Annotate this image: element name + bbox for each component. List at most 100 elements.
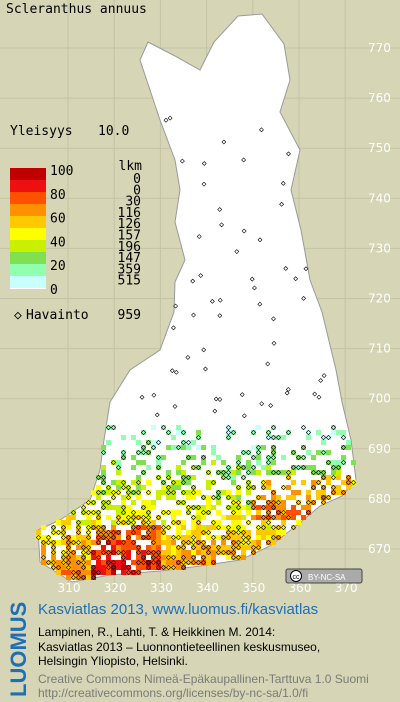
- observation-dot: [100, 524, 107, 531]
- observation-dot: [260, 484, 267, 491]
- observation-dot: [65, 554, 72, 561]
- observation-dot: [60, 529, 67, 536]
- frequency-cell: [86, 555, 91, 560]
- frequency-cell: [351, 460, 356, 465]
- frequency-cell: [231, 545, 236, 550]
- observation-dot: [120, 539, 127, 546]
- observation-dot: [130, 524, 137, 531]
- observation-dot: [165, 484, 172, 491]
- frequency-cell: [191, 560, 196, 565]
- frequency-cell: [151, 530, 156, 535]
- frequency-cell: [166, 560, 171, 565]
- observation-dot: [260, 479, 267, 486]
- frequency-cell: [66, 550, 71, 555]
- observation-dot: [135, 449, 142, 456]
- frequency-cell: [266, 455, 271, 460]
- observation-dot: [280, 484, 287, 491]
- frequency-cell: [66, 520, 71, 525]
- frequency-cell: [76, 540, 81, 545]
- frequency-cell: [161, 425, 166, 430]
- frequency-cell: [66, 545, 71, 550]
- frequency-cell: [286, 470, 291, 475]
- observation-dot: [270, 424, 277, 431]
- frequency-cell: [306, 430, 311, 435]
- frequency-cell: [176, 545, 181, 550]
- observation-dot: [50, 529, 57, 536]
- frequency-cell: [331, 460, 336, 465]
- observation-dot: [325, 494, 332, 501]
- frequency-cell: [106, 565, 111, 570]
- frequency-cell: [171, 445, 176, 450]
- brand: LUOMUS: [6, 602, 31, 697]
- observation-dot: [130, 509, 137, 516]
- frequency-cell: [336, 470, 341, 475]
- frequency-cell: [151, 425, 156, 430]
- frequency-cell: [71, 550, 76, 555]
- frequency-cell: [131, 480, 136, 485]
- observation-dot: [155, 554, 162, 561]
- frequency-cell: [181, 540, 186, 545]
- frequency-cell: [111, 530, 116, 535]
- observation-dot: [315, 479, 322, 486]
- observation-dot: [259, 401, 265, 407]
- observation-dot: [301, 295, 307, 301]
- frequency-cell: [301, 455, 306, 460]
- frequency-cell: [96, 540, 101, 545]
- frequency-cell: [86, 570, 91, 575]
- frequency-cell: [136, 485, 141, 490]
- frequency-cell: [151, 440, 156, 445]
- frequency-cell: [176, 465, 181, 470]
- observation-dot: [249, 276, 255, 282]
- frequency-cell: [266, 500, 271, 505]
- frequency-cell: [291, 490, 296, 495]
- observation-dot: [321, 373, 327, 379]
- frequency-cell: [136, 535, 141, 540]
- legend-count: 515: [118, 274, 141, 289]
- frequency-cell: [201, 555, 206, 560]
- observation-dot: [270, 514, 277, 521]
- frequency-cell: [211, 460, 216, 465]
- frequency-cell: [136, 565, 141, 570]
- frequency-cell: [101, 570, 106, 575]
- frequency-cell: [236, 525, 241, 530]
- observation-dot: [45, 534, 52, 541]
- observation-dot: [60, 559, 67, 566]
- frequency-cell: [291, 480, 296, 485]
- observation-dot: [312, 391, 318, 397]
- observation-dot: [150, 524, 157, 531]
- frequency-cell: [336, 485, 341, 490]
- observation-dot: [60, 524, 67, 531]
- frequency-cell: [271, 460, 276, 465]
- observation-dot: [90, 564, 97, 571]
- observation-dot: [239, 392, 245, 398]
- observation-dot: [85, 509, 92, 516]
- observation-dot: [85, 529, 92, 536]
- observation-dot: [240, 529, 247, 536]
- observation-dot: [125, 484, 132, 491]
- frequency-cell: [236, 465, 241, 470]
- frequency-cell: [236, 500, 241, 505]
- frequency-cell: [266, 460, 271, 465]
- observation-dot: [60, 549, 67, 556]
- frequency-cell: [211, 555, 216, 560]
- frequency-cell: [286, 485, 291, 490]
- observation-dot: [160, 529, 167, 536]
- frequency-cell: [176, 480, 181, 485]
- observation-dot: [260, 524, 267, 531]
- frequency-cell: [196, 465, 201, 470]
- frequency-cell: [121, 560, 126, 565]
- frequency-cell: [166, 475, 171, 480]
- frequency-cell: [221, 470, 226, 475]
- observation-dot: [295, 464, 302, 471]
- observation-dot: [245, 449, 252, 456]
- observation-dot: [150, 444, 157, 451]
- frequency-cell: [306, 450, 311, 455]
- citation-line: Lampinen, R., Lahti, T. & Heikkinen M. 2…: [38, 625, 275, 639]
- frequency-cell: [226, 475, 231, 480]
- frequency-cell: [166, 565, 171, 570]
- frequency-cell: [141, 445, 146, 450]
- license-line: Creative Commons Nimeä-Epäkaupallinen-Ta…: [38, 672, 369, 686]
- frequency-cell: [116, 530, 121, 535]
- frequency-cell: [301, 445, 306, 450]
- frequency-cell: [36, 530, 41, 535]
